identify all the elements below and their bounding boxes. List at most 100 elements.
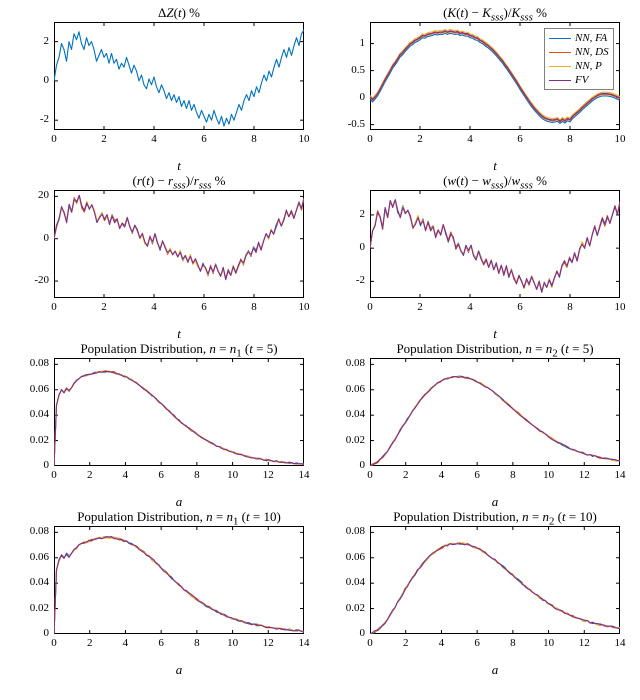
y-tick-label: 0 <box>325 627 365 639</box>
x-tick-label: 2 <box>75 637 105 649</box>
panel-title: Population Distribution, n = n2 (t = 5) <box>370 341 620 360</box>
x-tick-label: 0 <box>39 301 69 313</box>
x-tick-label: 4 <box>455 301 485 313</box>
x-tick-label: 10 <box>605 133 635 145</box>
y-tick-label: 0 <box>9 232 49 244</box>
x-tick-label: 4 <box>110 637 140 649</box>
y-tick-label: -20 <box>9 274 49 286</box>
panel-title: (r(t) − rsss)/rsss % <box>54 173 304 192</box>
x-tick-label: 8 <box>498 637 528 649</box>
chart-panel: (w(t) − wsss)/wsss %t0246810-202 <box>370 190 620 298</box>
x-axis-label: t <box>370 326 620 342</box>
y-tick-label: 0.06 <box>9 383 49 395</box>
y-tick-label: -0.5 <box>325 118 365 130</box>
x-tick-label: 12 <box>253 469 283 481</box>
x-tick-label: 10 <box>605 301 635 313</box>
legend-item: NN, P <box>549 59 609 73</box>
y-tick-label: 0.06 <box>325 383 365 395</box>
x-tick-label: 14 <box>605 637 635 649</box>
y-tick-label: 0.08 <box>9 525 49 537</box>
x-tick-label: 4 <box>426 637 456 649</box>
y-tick-label: 0 <box>325 241 365 253</box>
x-tick-label: 8 <box>555 301 585 313</box>
y-tick-label: 0.02 <box>9 434 49 446</box>
y-tick-label: 20 <box>9 189 49 201</box>
chart-panel: (K(t) − Ksss)/Ksss %t0246810-0.500.51NN,… <box>370 22 620 130</box>
x-tick-label: 8 <box>239 301 269 313</box>
x-tick-label: 6 <box>505 301 535 313</box>
x-tick-label: 14 <box>605 469 635 481</box>
x-tick-label: 8 <box>182 469 212 481</box>
y-tick-label: 0.04 <box>9 408 49 420</box>
y-tick-label: 0.06 <box>9 551 49 563</box>
x-tick-label: 0 <box>355 301 385 313</box>
x-tick-label: 12 <box>569 469 599 481</box>
x-axis-label: a <box>370 494 620 510</box>
x-tick-label: 0 <box>39 133 69 145</box>
x-tick-label: 4 <box>426 469 456 481</box>
chart-panel: (r(t) − rsss)/rsss %t0246810-20020 <box>54 190 304 298</box>
y-tick-label: 0 <box>325 91 365 103</box>
x-axis-label: a <box>54 494 304 510</box>
y-tick-label: 0 <box>9 459 49 471</box>
x-tick-label: 8 <box>239 133 269 145</box>
x-axis-label: a <box>370 662 620 678</box>
x-tick-label: 10 <box>218 469 248 481</box>
y-tick-label: -2 <box>9 113 49 125</box>
panel-title: (K(t) − Ksss)/Ksss % <box>370 5 620 24</box>
y-tick-label: 0.08 <box>325 357 365 369</box>
y-tick-label: 0.02 <box>325 602 365 614</box>
x-axis-label: t <box>54 326 304 342</box>
panel-title: Population Distribution, n = n1 (t = 10) <box>54 509 304 528</box>
panel-title: (w(t) − wsss)/wsss % <box>370 173 620 192</box>
x-tick-label: 10 <box>534 637 564 649</box>
x-tick-label: 8 <box>555 133 585 145</box>
y-tick-label: 0.04 <box>325 576 365 588</box>
y-tick-label: 0 <box>9 74 49 86</box>
y-tick-label: 0 <box>9 627 49 639</box>
y-tick-label: -2 <box>325 274 365 286</box>
x-tick-label: 10 <box>289 133 319 145</box>
x-tick-label: 0 <box>355 133 385 145</box>
legend-swatch <box>549 66 571 67</box>
legend-item: NN, FA <box>549 31 609 45</box>
panel-title: Population Distribution, n = n1 (t = 5) <box>54 341 304 360</box>
y-tick-label: 2 <box>325 208 365 220</box>
x-tick-label: 2 <box>405 301 435 313</box>
x-axis-label: a <box>54 662 304 678</box>
legend-label: FV <box>575 73 588 87</box>
x-tick-label: 8 <box>182 637 212 649</box>
y-tick-label: 0.04 <box>9 576 49 588</box>
panel-title: ΔZ(t) % <box>54 5 304 21</box>
y-tick-label: 0 <box>325 459 365 471</box>
figure: ΔZ(t) %t0246810-202(K(t) − Ksss)/Ksss %t… <box>0 0 640 700</box>
x-tick-label: 10 <box>534 469 564 481</box>
x-tick-label: 2 <box>391 637 421 649</box>
legend-label: NN, FA <box>575 31 607 45</box>
x-tick-label: 14 <box>289 637 319 649</box>
x-tick-label: 10 <box>289 301 319 313</box>
chart-panel: Population Distribution, n = n2 (t = 10)… <box>370 526 620 634</box>
x-tick-label: 6 <box>189 133 219 145</box>
x-tick-label: 4 <box>139 133 169 145</box>
x-tick-label: 4 <box>455 133 485 145</box>
y-tick-label: 0.04 <box>325 408 365 420</box>
x-tick-label: 2 <box>391 469 421 481</box>
x-tick-label: 6 <box>146 469 176 481</box>
y-tick-label: 0.02 <box>325 434 365 446</box>
y-tick-label: 0.02 <box>9 602 49 614</box>
legend-swatch <box>549 80 571 81</box>
legend-item: FV <box>549 73 609 87</box>
x-tick-label: 6 <box>505 133 535 145</box>
chart-panel: Population Distribution, n = n1 (t = 10)… <box>54 526 304 634</box>
panel-title: Population Distribution, n = n2 (t = 10) <box>370 509 620 528</box>
legend-label: NN, DS <box>575 45 609 59</box>
x-tick-label: 2 <box>405 133 435 145</box>
x-tick-label: 8 <box>498 469 528 481</box>
chart-panel: Population Distribution, n = n1 (t = 5)a… <box>54 358 304 466</box>
y-tick-label: 2 <box>9 35 49 47</box>
y-tick-label: 0.08 <box>325 525 365 537</box>
y-tick-label: 1 <box>325 37 365 49</box>
x-axis-label: t <box>54 158 304 174</box>
x-tick-label: 14 <box>289 469 319 481</box>
